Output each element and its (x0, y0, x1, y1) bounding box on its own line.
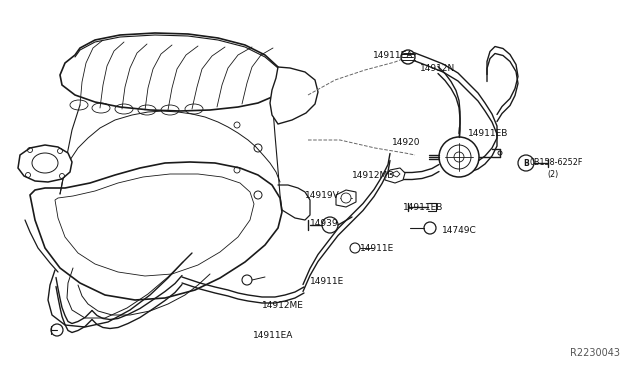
Polygon shape (18, 145, 72, 182)
Text: 14911EA: 14911EA (253, 331, 293, 340)
Circle shape (350, 243, 360, 253)
Polygon shape (30, 162, 282, 300)
Text: 14911E: 14911E (360, 244, 394, 253)
Text: 14912N: 14912N (420, 64, 455, 73)
Polygon shape (336, 190, 356, 207)
Text: 14911EB: 14911EB (403, 202, 444, 212)
Text: 14911EA: 14911EA (373, 51, 413, 60)
Polygon shape (60, 33, 282, 111)
Polygon shape (270, 67, 318, 124)
Text: 14911EB: 14911EB (468, 128, 508, 138)
Circle shape (401, 50, 415, 64)
Circle shape (518, 155, 534, 171)
Polygon shape (385, 168, 405, 183)
Text: 14749C: 14749C (442, 225, 477, 234)
Text: 14912ME: 14912ME (262, 301, 304, 310)
Circle shape (341, 193, 351, 203)
Text: 0B158-6252F: 0B158-6252F (530, 157, 584, 167)
Circle shape (402, 51, 414, 63)
Text: 14911E: 14911E (310, 278, 344, 286)
Circle shape (424, 222, 436, 234)
Circle shape (51, 324, 63, 336)
Text: 14912MD: 14912MD (352, 170, 395, 180)
Text: 14939: 14939 (310, 218, 339, 228)
Circle shape (242, 275, 252, 285)
Text: R2230043: R2230043 (570, 348, 620, 358)
Circle shape (322, 217, 338, 233)
Circle shape (439, 137, 479, 177)
Text: (2): (2) (547, 170, 558, 179)
Text: 14919V: 14919V (305, 190, 340, 199)
Text: 14920: 14920 (392, 138, 420, 147)
Text: B: B (523, 158, 529, 167)
